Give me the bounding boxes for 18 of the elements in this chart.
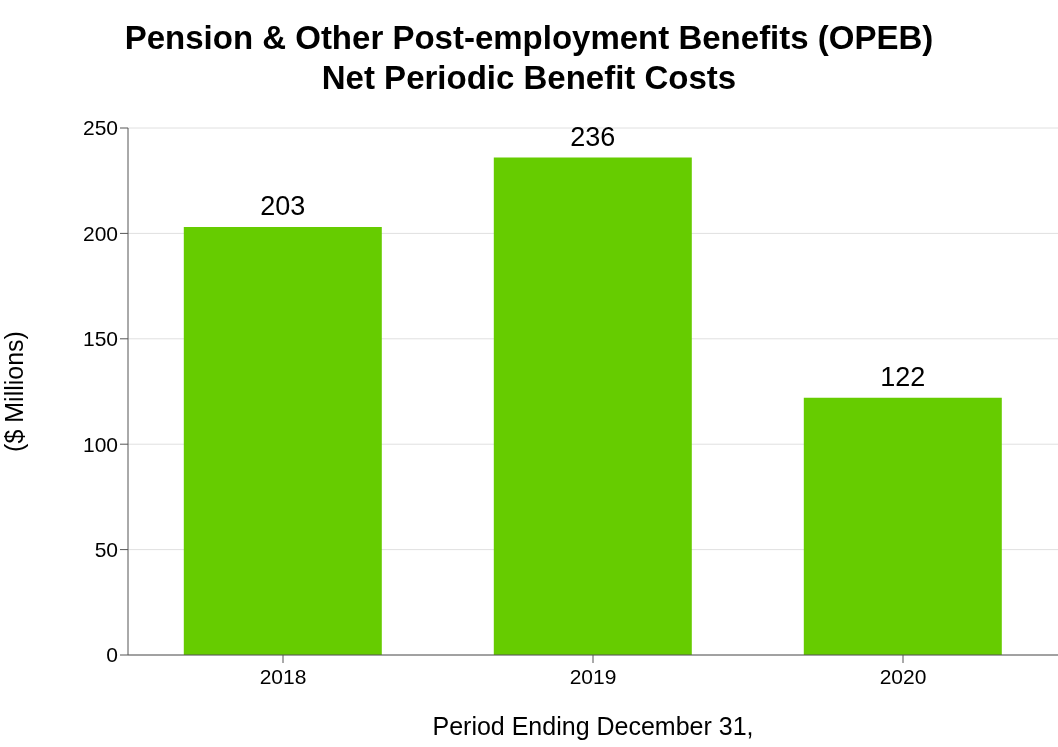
- bar: [493, 157, 692, 655]
- x-tick-label: 2019: [569, 664, 617, 688]
- y-tick-label: 0: [106, 643, 118, 667]
- y-tick-label: 200: [82, 221, 118, 245]
- y-tick-label: 150: [82, 327, 118, 351]
- x-tick-label: 2020: [879, 664, 927, 688]
- chart-title: Pension & Other Post-employment Benefits (OPEB) Net Periodic Benefit Costs: [123, 18, 935, 98]
- data-label: 203: [260, 191, 306, 222]
- y-tick-label: 100: [82, 432, 118, 456]
- data-label: 236: [570, 121, 616, 152]
- x-tick-label: 2018: [259, 664, 307, 688]
- y-tick-label: 50: [94, 538, 118, 562]
- bar: [183, 227, 382, 655]
- y-tick-label: 250: [82, 116, 118, 140]
- x-axis-title: Period Ending December 31,: [432, 712, 754, 740]
- y-axis-title: ($ Millions): [0, 331, 28, 452]
- bar: [803, 397, 1002, 655]
- data-label: 122: [880, 361, 926, 392]
